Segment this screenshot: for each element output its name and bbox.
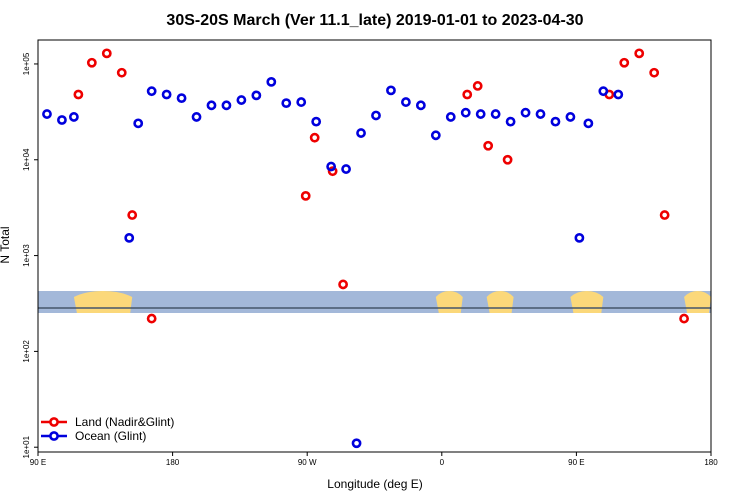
ocean-point	[206, 100, 217, 111]
map-landmass	[684, 291, 711, 313]
ocean-point	[430, 130, 441, 141]
x-tick-label: 180	[166, 458, 180, 467]
x-tick-label: 180	[704, 458, 718, 467]
ocean-point	[161, 89, 172, 100]
ocean-point	[176, 93, 187, 104]
ocean-point	[490, 109, 501, 119]
land-point	[483, 140, 494, 151]
land-point	[679, 313, 689, 324]
ocean-point	[460, 107, 471, 118]
land-point	[462, 89, 473, 100]
ocean-point	[42, 109, 52, 119]
map-landmass	[435, 291, 463, 313]
ocean-point	[68, 112, 79, 122]
ocean-point	[386, 85, 396, 96]
ocean-point	[550, 116, 561, 127]
land-point	[127, 210, 138, 220]
ocean-point	[326, 161, 337, 172]
land-point	[619, 57, 630, 68]
x-tick-label: 0	[440, 458, 445, 467]
ocean-point	[356, 128, 366, 138]
ocean-point	[415, 100, 426, 111]
ocean-point	[236, 95, 247, 105]
y-tick-label: 1e+03	[22, 244, 31, 267]
land-point	[338, 279, 348, 290]
x-tick-label: 90 E	[30, 458, 46, 467]
ocean-point	[520, 107, 531, 118]
ocean-point	[613, 89, 624, 100]
y-tick-label: 1e+02	[22, 340, 31, 363]
y-axis: 1e+01 1e+02 1e+03 1e+04 1e+05	[22, 52, 38, 458]
land-point	[472, 81, 483, 91]
legend: Land (Nadir&Glint)Ocean (Glint)	[41, 415, 174, 443]
data-points	[42, 48, 689, 449]
ocean-point	[266, 76, 277, 87]
land-point	[634, 48, 645, 59]
ocean-point	[251, 90, 262, 101]
ocean-point	[565, 112, 576, 122]
land-point	[86, 57, 97, 68]
ocean-point	[281, 98, 292, 109]
x-axis: 90 E 180 90 W 0 90 E 180	[30, 452, 718, 467]
land-point	[300, 190, 311, 201]
chart-title: 30S-20S March (Ver 11.1_late) 2019-01-01…	[166, 12, 583, 29]
land-point	[327, 166, 338, 177]
ocean-point	[146, 86, 157, 97]
x-tick-label: 90 E	[568, 458, 584, 467]
plot-border	[37, 39, 712, 453]
ocean-point	[191, 112, 202, 122]
ocean-point	[371, 110, 381, 121]
land-point	[659, 210, 670, 220]
map-landmass	[570, 291, 604, 313]
map-landmass	[486, 291, 514, 313]
map-landmass	[73, 291, 133, 313]
ocean-point	[583, 118, 594, 129]
ocean-point	[57, 115, 67, 125]
land-point	[309, 132, 320, 143]
y-tick-label: 1e+04	[22, 148, 31, 171]
map-ocean	[38, 291, 711, 313]
land-point	[502, 154, 513, 165]
ocean-point	[351, 438, 362, 449]
ocean-point	[221, 100, 232, 111]
land-point	[146, 313, 157, 324]
ocean-point	[574, 232, 585, 243]
legend-land-marker	[49, 417, 59, 427]
map-strip	[38, 291, 711, 313]
ocean-point	[311, 116, 322, 127]
land-point	[116, 67, 127, 78]
ocean-point	[296, 97, 307, 107]
land-point	[73, 89, 84, 100]
ocean-point	[341, 164, 351, 174]
land-point	[649, 67, 660, 78]
ocean-point	[445, 112, 456, 122]
ocean-point	[535, 109, 546, 119]
x-axis-label: Longitude (deg E)	[327, 477, 422, 491]
ocean-point	[475, 109, 486, 119]
ocean-point	[401, 97, 411, 107]
ocean-point	[124, 232, 135, 243]
y-axis-label: N Total	[0, 226, 12, 263]
ocean-point	[133, 118, 144, 129]
legend-ocean-marker	[49, 431, 59, 441]
land-point	[101, 48, 112, 59]
legend-land-label: Land (Nadir&Glint)	[75, 415, 174, 429]
x-tick-label: 90 W	[298, 458, 317, 467]
plot-frame	[37, 39, 712, 453]
ocean-point	[598, 86, 609, 97]
y-tick-label: 1e+05	[22, 52, 31, 75]
legend-ocean-label: Ocean (Glint)	[75, 429, 146, 443]
ocean-point	[505, 116, 516, 127]
y-tick-label: 1e+01	[22, 435, 31, 458]
